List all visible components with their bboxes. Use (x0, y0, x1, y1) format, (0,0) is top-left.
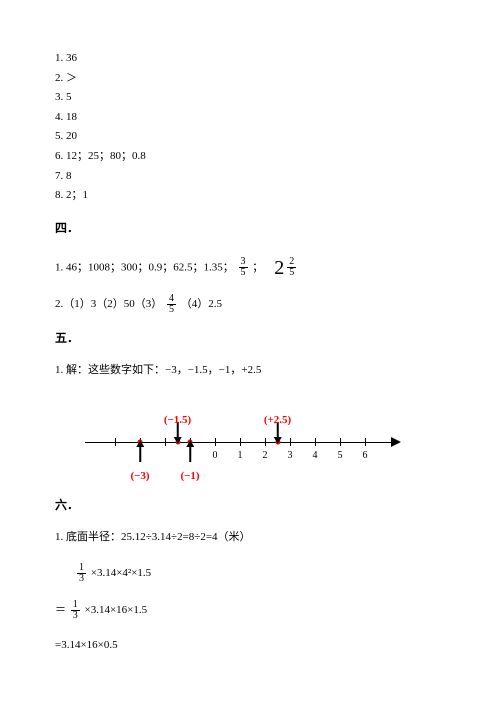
tick-label: 3 (288, 448, 293, 464)
tick (165, 438, 166, 446)
point-annotation: (−3) (130, 468, 149, 486)
section-5-title: 五． (55, 329, 445, 348)
sec4-line1-text-a: 1. 46；1008；300；0.9；62.5；1.35； (55, 261, 234, 273)
tick (340, 438, 341, 446)
pointer-arrow-icon (139, 446, 141, 462)
answers-list: 1. 36 2. ＞ 3. 5 4. 18 5. 20 6. 12；25；80；… (55, 50, 445, 205)
tick-label: 4 (313, 448, 318, 464)
tick (240, 438, 241, 446)
sec4-line2-b: （4）2.5 (181, 298, 222, 310)
sec4-line2-a: 2.（1）3（2）50（3） (55, 298, 162, 310)
frac-1-3-b: 1 3 (71, 600, 80, 621)
point-annotation: (+2.5) (264, 412, 291, 430)
tick (265, 438, 266, 446)
number-line-chart: 0123456(−3)(−1.5)(−1)(+2.5) (85, 398, 405, 478)
mixed-frac: 2 5 (287, 257, 296, 278)
eq2-rest: ×3.14×16×1.5 (85, 604, 148, 616)
tick (115, 438, 116, 446)
ans-5: 5. 20 (55, 128, 445, 146)
frac-3-5: 3 5 (239, 257, 248, 278)
tick (215, 438, 216, 446)
sec4-line2: 2.（1）3（2）50（3） 4 5 （4）2.5 (55, 294, 445, 315)
frac-1-3-a: 1 3 (77, 563, 86, 584)
ans-8: 8. 2；1 (55, 187, 445, 205)
point-annotation: (−1.5) (164, 412, 191, 430)
mixed-whole: 2 (274, 252, 284, 284)
ans-2: 2. ＞ (55, 70, 445, 88)
section-4-title: 四． (55, 219, 445, 238)
eq-row-3: =3.14×16×0.5 (55, 637, 445, 655)
point-annotation: (−1) (180, 468, 199, 486)
tick (365, 438, 366, 446)
sec4-line1: 1. 46；1008；300；0.9；62.5；1.35； 3 5 ； 2 2 … (55, 252, 445, 284)
eq2-eq: ＝ (55, 604, 69, 616)
ans-7: 7. 8 (55, 168, 445, 186)
tick-label: 1 (238, 448, 243, 464)
ans-1: 1. 36 (55, 50, 445, 68)
section-6-title: 六． (55, 496, 445, 515)
eq1-rest: ×3.14×4²×1.5 (91, 567, 151, 579)
tick-label: 5 (338, 448, 343, 464)
eq-row-1: 1 3 ×3.14×4²×1.5 (75, 563, 445, 584)
axis-arrow-icon (391, 437, 401, 447)
sec5-line1: 1. 解：这些数字如下：−3，−1.5，−1，+2.5 (55, 362, 445, 380)
tick-label: 2 (263, 448, 268, 464)
tick (315, 438, 316, 446)
tick-label: 0 (213, 448, 218, 464)
tick-label: 6 (363, 448, 368, 464)
frac-4-5: 4 5 (167, 294, 176, 315)
pointer-arrow-icon (189, 446, 191, 462)
sec6-line1: 1. 底面半径：25.12÷3.14÷2=8÷2=4（米） (55, 529, 445, 547)
tick (290, 438, 291, 446)
ans-6: 6. 12；25；80；0.8 (55, 148, 445, 166)
ans-4: 4. 18 (55, 109, 445, 127)
sec4-line1-sep: ； (252, 261, 263, 273)
ans-3: 3. 5 (55, 89, 445, 107)
eq-row-2: ＝ 1 3 ×3.14×16×1.5 (55, 600, 445, 621)
